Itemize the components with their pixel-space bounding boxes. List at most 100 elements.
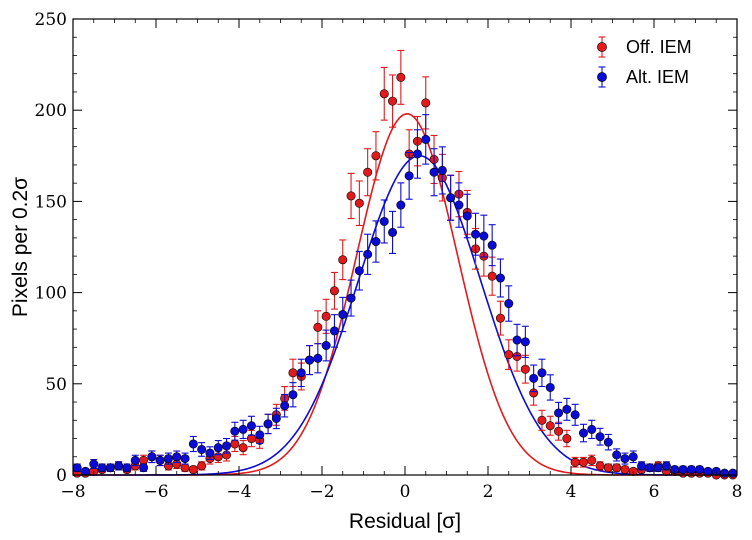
- data-point: [421, 134, 431, 144]
- data-point: [230, 426, 240, 436]
- data-point: [197, 461, 207, 471]
- legend: Off. IEM Alt. IEM: [597, 36, 692, 88]
- data-point: [180, 463, 190, 473]
- data-point: [371, 237, 381, 247]
- x-tick-label: −4: [226, 482, 251, 502]
- data-point: [603, 463, 613, 473]
- data-point: [246, 421, 256, 431]
- legend-label: Alt. IEM: [626, 67, 689, 87]
- data-point: [105, 463, 115, 473]
- data-point: [595, 461, 605, 471]
- data-point: [172, 452, 182, 462]
- data-point: [147, 452, 157, 462]
- data-point: [661, 461, 671, 471]
- data-point: [197, 444, 207, 454]
- data-point: [288, 390, 298, 400]
- data-point: [495, 273, 505, 283]
- data-point: [570, 457, 580, 467]
- data-point: [288, 368, 298, 378]
- data-point: [578, 457, 588, 467]
- data-point: [678, 465, 688, 475]
- data-point: [578, 428, 588, 438]
- data-point: [354, 198, 364, 208]
- data-point: [695, 465, 705, 475]
- data-point: [329, 326, 339, 336]
- fit-curves: [73, 113, 737, 476]
- data-point: [412, 149, 422, 159]
- data-point: [163, 454, 173, 464]
- data-point: [396, 200, 406, 210]
- x-tick-label: 2: [483, 482, 494, 502]
- data-point: [238, 424, 248, 434]
- x-tick-label: 8: [732, 482, 743, 502]
- data-point: [371, 151, 381, 161]
- data-point: [139, 463, 149, 473]
- data-point: [520, 364, 530, 374]
- x-tick-label: 6: [649, 482, 660, 502]
- data-point: [213, 443, 223, 453]
- legend-label: Off. IEM: [626, 37, 692, 57]
- data-point: [628, 452, 638, 462]
- data-point: [155, 455, 165, 465]
- data-point: [703, 466, 713, 476]
- data-point: [338, 255, 348, 265]
- data-point: [437, 165, 447, 175]
- data-point: [570, 410, 580, 420]
- data-point: [379, 89, 389, 99]
- data-point: [72, 463, 82, 473]
- data-point: [230, 439, 240, 449]
- data-point: [487, 240, 497, 250]
- data-point: [321, 340, 331, 350]
- data-point: [554, 408, 564, 418]
- data-point: [545, 421, 555, 431]
- data-point: [271, 413, 281, 423]
- data-point: [479, 231, 489, 241]
- data-point: [379, 216, 389, 226]
- data-point: [504, 299, 514, 309]
- x-tick-label: 0: [400, 482, 411, 502]
- data-point: [363, 249, 373, 259]
- data-point: [529, 373, 539, 383]
- y-tick-label: 250: [35, 10, 67, 30]
- data-point: [537, 415, 547, 425]
- data-point: [255, 430, 265, 440]
- x-tick-label: −8: [60, 482, 85, 502]
- ticks: [72, 18, 738, 476]
- data-point: [645, 463, 655, 473]
- data-point: [114, 461, 124, 471]
- data-point: [238, 443, 248, 453]
- data-point: [562, 404, 572, 414]
- data-point: [637, 461, 647, 471]
- tick-labels: −8 −6 −4 −2 0 2 4 6 8 0 50 100 150 200 250: [35, 10, 743, 502]
- data-point: [462, 211, 472, 221]
- data-point: [346, 293, 356, 303]
- data-point: [504, 350, 514, 360]
- data-point: [512, 335, 522, 345]
- data-point: [653, 463, 663, 473]
- data-point: [537, 368, 547, 378]
- data-point: [388, 227, 398, 237]
- data-point: [363, 167, 373, 177]
- data-point: [321, 311, 331, 321]
- y-tick-label: 200: [35, 101, 67, 121]
- data-point: [188, 439, 198, 449]
- data-point: [595, 432, 605, 442]
- data-point: [554, 426, 564, 436]
- data-point: [487, 271, 497, 281]
- data-point: [454, 200, 464, 210]
- data-point: [612, 463, 622, 473]
- data-point: [354, 266, 364, 276]
- data-point: [296, 368, 306, 378]
- data-point: [495, 313, 505, 323]
- data-point: [263, 419, 273, 429]
- data-point: [720, 468, 730, 478]
- legend-marker: [597, 72, 607, 82]
- y-axis-title: Pixels per 0.2σ: [9, 177, 32, 317]
- axes-frame: [72, 18, 738, 476]
- data-point: [313, 353, 323, 363]
- data-point: [130, 455, 140, 465]
- data-point: [329, 286, 339, 296]
- data-point: [180, 454, 190, 464]
- data-point: [587, 424, 597, 434]
